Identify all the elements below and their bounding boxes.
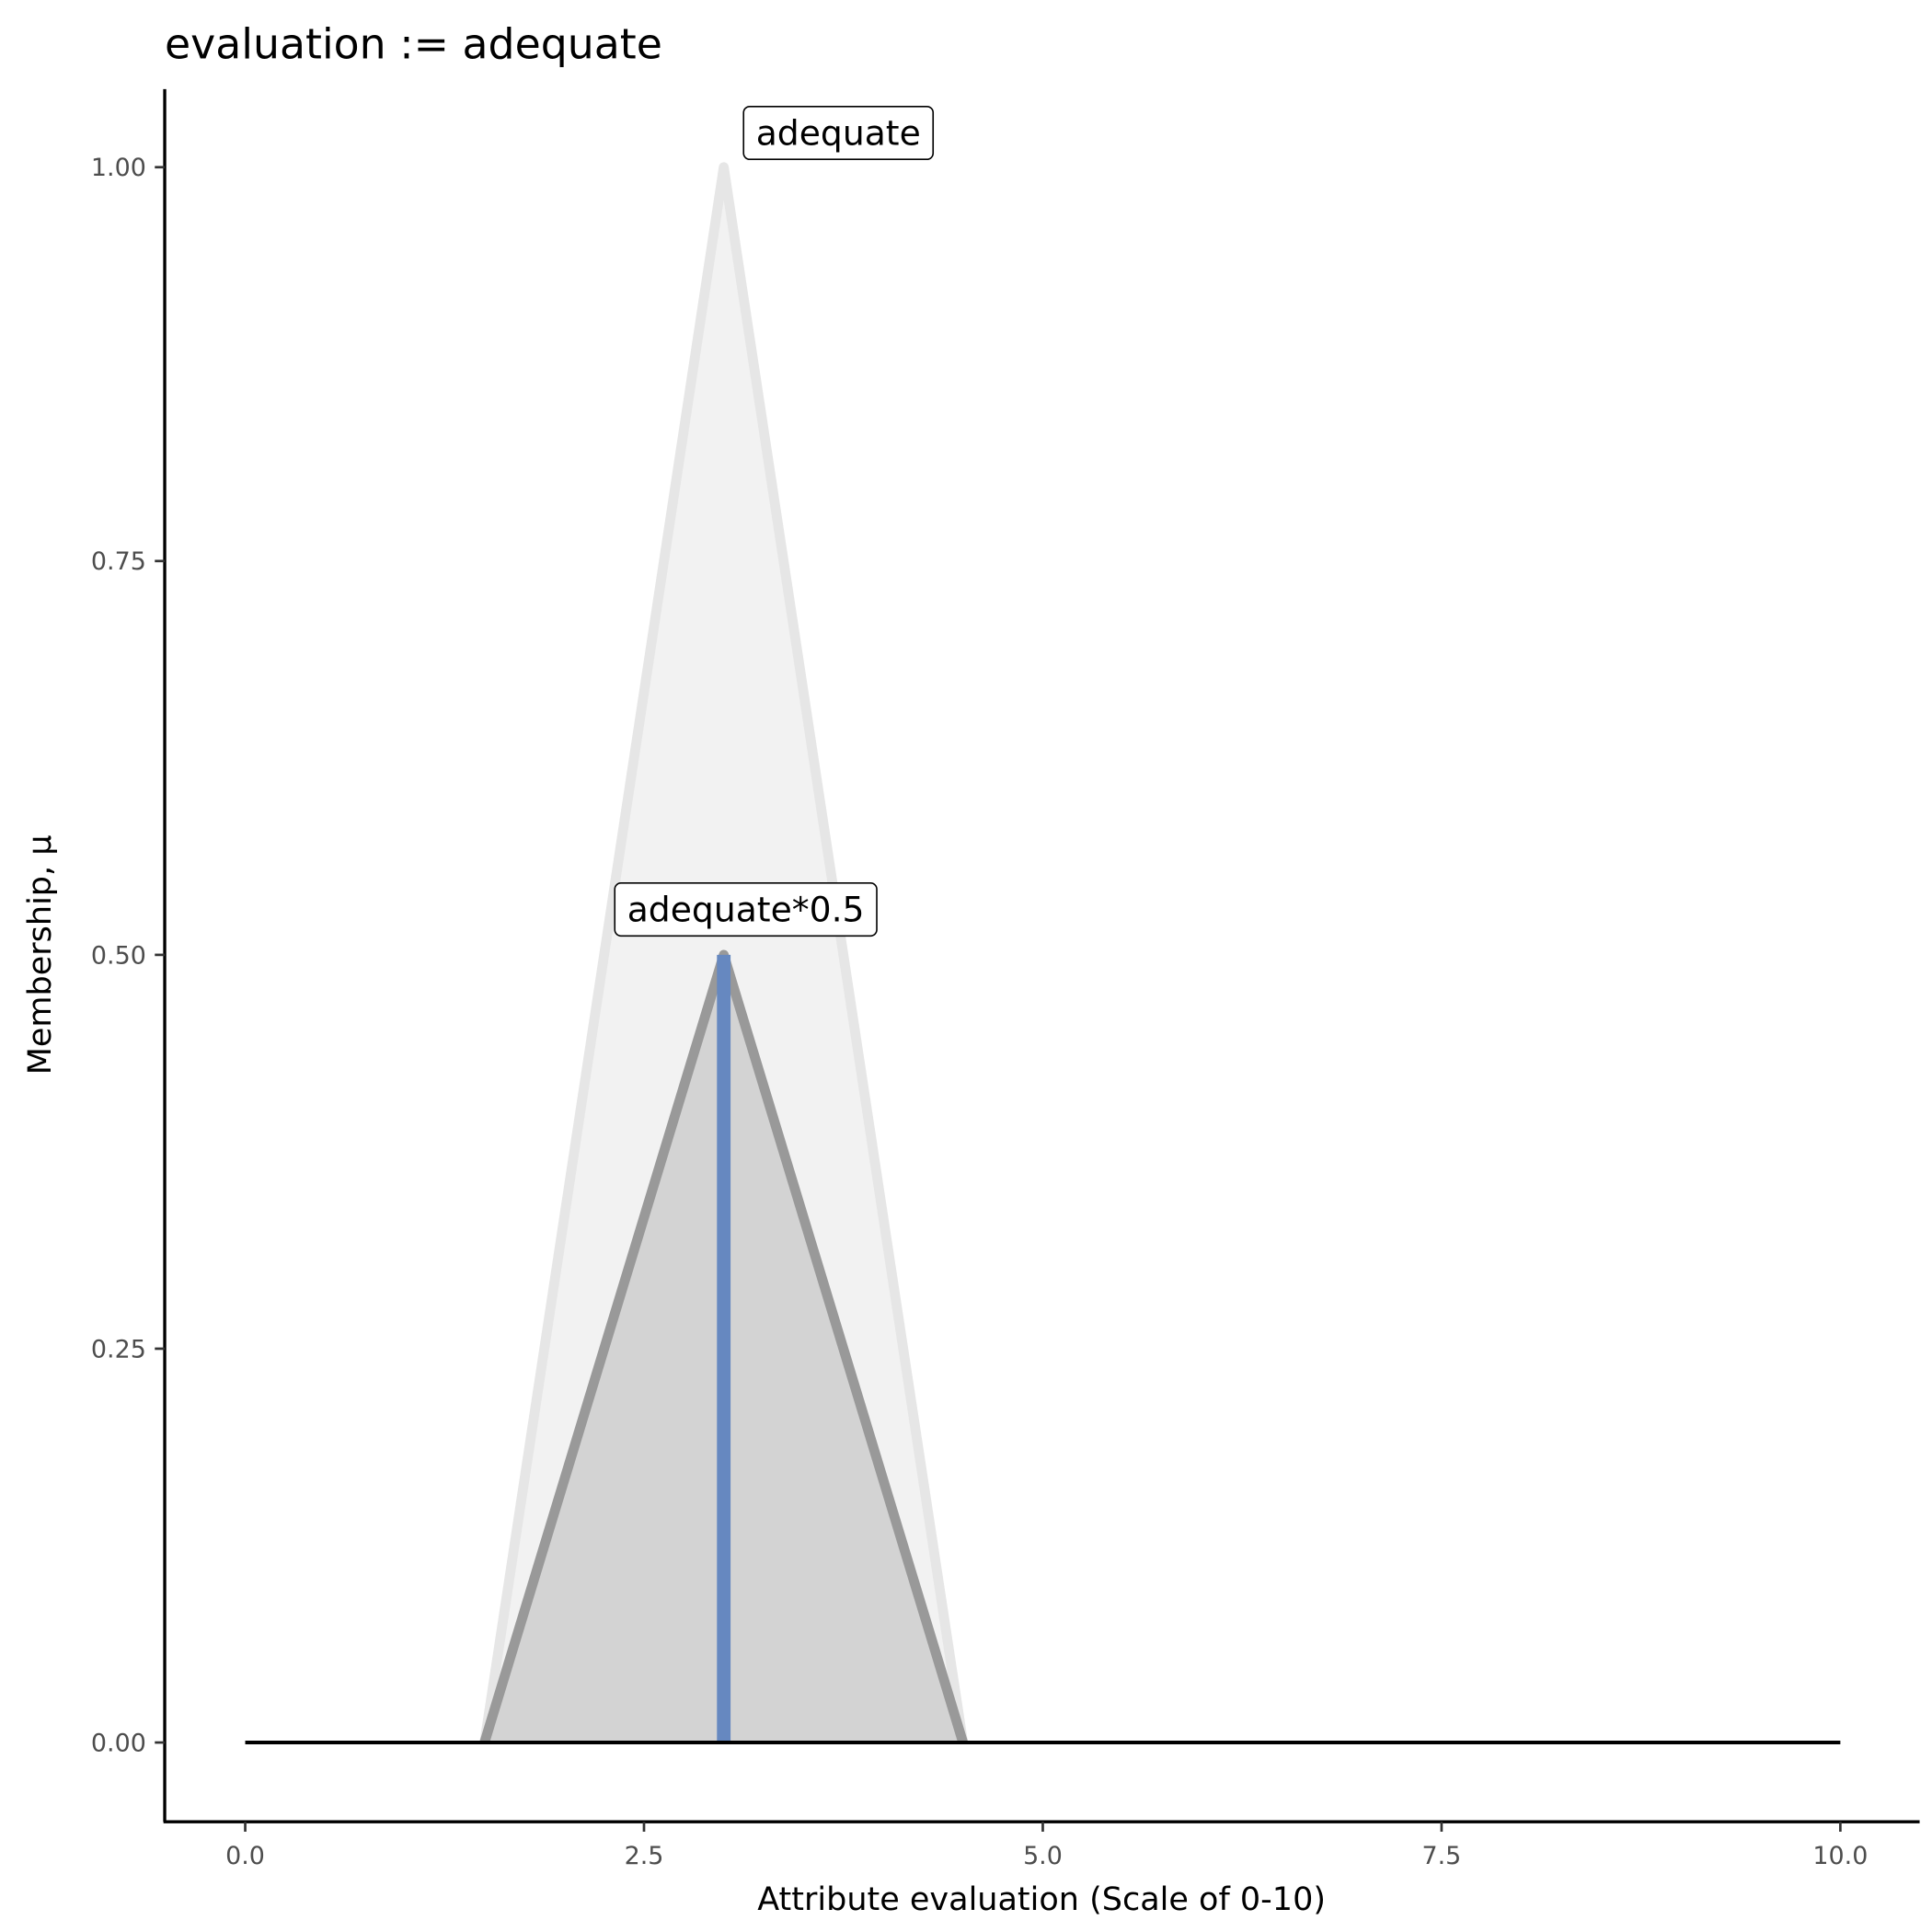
series-line-0 (479, 162, 969, 1743)
chart-title: evaluation := adequate (165, 19, 662, 68)
y-tick-label: 0.25 (91, 1335, 146, 1363)
x-tick-label: 5.0 (1023, 1842, 1063, 1870)
y-tick-label: 0.00 (91, 1729, 146, 1757)
x-tick-label: 7.5 (1422, 1842, 1462, 1870)
x-axis-ticks: 0.0 2.5 5.0 7.5 10.0 (225, 1822, 1868, 1870)
x-tick-label: 10.0 (1812, 1842, 1868, 1870)
annotation-label: adequate*0.5 (614, 882, 878, 937)
plot-area: adequate adequate*0.5 (245, 105, 1841, 1745)
y-tick-label: 0.50 (91, 941, 146, 970)
y-tick-label: 1.00 (91, 154, 146, 182)
x-tick-label: 0.0 (225, 1842, 265, 1870)
y-tick-label: 0.75 (91, 547, 146, 576)
annotation-text: adequate*0.5 (627, 890, 865, 930)
annotation-label: adequate (742, 105, 935, 161)
annotation-text: adequate (756, 113, 921, 154)
x-tick-label: 2.5 (625, 1842, 664, 1870)
x-axis-title: Attribute evaluation (Scale of 0-10) (757, 1881, 1326, 1918)
y-axis-title: Membership, μ (22, 834, 59, 1075)
y-axis-ticks: 0.00 0.25 0.50 0.75 1.00 (91, 154, 166, 1757)
